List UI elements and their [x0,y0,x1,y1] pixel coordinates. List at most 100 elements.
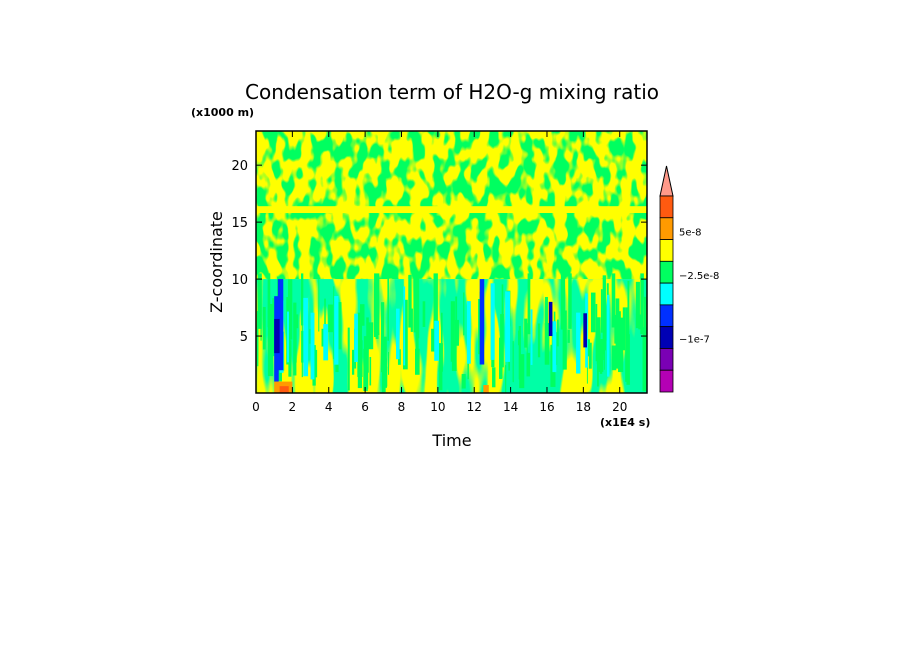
field-cell [590,292,596,333]
field-cell [256,311,259,367]
field-cell [267,310,274,377]
field-cell [380,302,385,373]
field-cell [357,340,363,377]
colorbar: 5e-8 −2.5e-8 −1e-7 [659,165,719,393]
field-cell [310,312,315,380]
field-cell [530,309,533,365]
field-cell [354,313,358,363]
field-cell [387,273,390,341]
field-cell [451,340,457,372]
field-cell [286,311,289,363]
field-cell [567,329,570,343]
colorbar-swatch [659,239,674,262]
field-cell [478,299,481,355]
field-cell [321,328,325,347]
colorbar-arrow [659,165,674,197]
x-tick-label: 20 [612,400,627,414]
field-cell [518,325,521,380]
y-tick-label: 10 [231,273,248,288]
field-cell [568,273,572,329]
field-cell [363,336,369,389]
field-cell [413,273,418,333]
field-cell [257,273,262,329]
field-cell [642,327,647,392]
x-tick-label: 14 [503,400,518,414]
field-cell [479,279,485,365]
field-cell [595,303,598,362]
field-cell [274,318,280,354]
field-cell [562,310,567,370]
colorbar-swatch [659,369,674,393]
field-cells [256,273,647,393]
field-cell [576,312,581,374]
colorbar-label: −2.5e-8 [679,271,719,282]
x-tick-label: 18 [576,400,591,414]
colorbar-swatch [659,260,674,284]
field-cell [359,304,365,326]
field-cell [396,308,400,360]
x-tick-label: 16 [539,400,554,414]
field-cell [455,296,458,331]
field-cell [368,322,374,350]
field-cell [384,358,387,388]
field-cell [293,302,297,376]
field-cell [583,313,587,348]
y-axis-label: Z-coordinate [207,211,226,313]
field-cell [374,273,380,336]
field-cell [438,365,443,391]
x-tick-label: 8 [398,400,406,414]
field-cell [267,273,271,328]
plot-frame [255,130,648,394]
field-cell [635,281,640,329]
y-unit-label: (x1000 m) [191,106,254,119]
field-cell [463,292,465,336]
field-cell [625,307,629,382]
field-cell [526,352,531,377]
field-cell [333,286,335,359]
colorbar-swatch [659,217,674,240]
x-tick-label: 2 [289,400,297,414]
field-cell [422,301,426,327]
field-cell [586,339,590,357]
field-cell [269,303,275,343]
field-cell [490,283,495,360]
field-cell [283,331,285,371]
field-cell [505,365,507,393]
field-cell [640,273,644,334]
field-cell [553,311,556,331]
field-cell [527,273,531,335]
field-cell [544,296,548,337]
colorbar-swatch [659,195,674,219]
field-cell [617,311,621,343]
field-cell [434,320,440,361]
field-cell [336,302,342,350]
field-cell [560,273,566,330]
field-cell [588,342,592,369]
field-cell [387,351,390,375]
field-cell [517,330,520,346]
field-cell [466,301,471,364]
field-cell [403,286,406,366]
field-cell [615,350,621,369]
chart-title: Condensation term of H2O-g mixing ratio [245,80,659,104]
field-cell [597,339,604,372]
field-cell [500,314,504,368]
field-cell [440,312,443,354]
x-axis: 0 2 4 6 8 10 12 14 16 18 20 [252,131,627,414]
field-cell [618,317,624,373]
field-cell [410,308,413,332]
field-cell [408,274,412,328]
field-cell [512,341,514,383]
field-cell [615,328,617,366]
y-tick-label: 15 [231,216,248,231]
y-tick-label: 5 [240,330,248,345]
field-cell [415,317,419,371]
field-cell [402,299,408,370]
field-cell [262,306,266,350]
field-cell [433,273,438,330]
field-cell [611,345,617,371]
field-cell [279,386,289,393]
x-tick-label: 0 [252,400,260,414]
field-cell [450,301,455,362]
